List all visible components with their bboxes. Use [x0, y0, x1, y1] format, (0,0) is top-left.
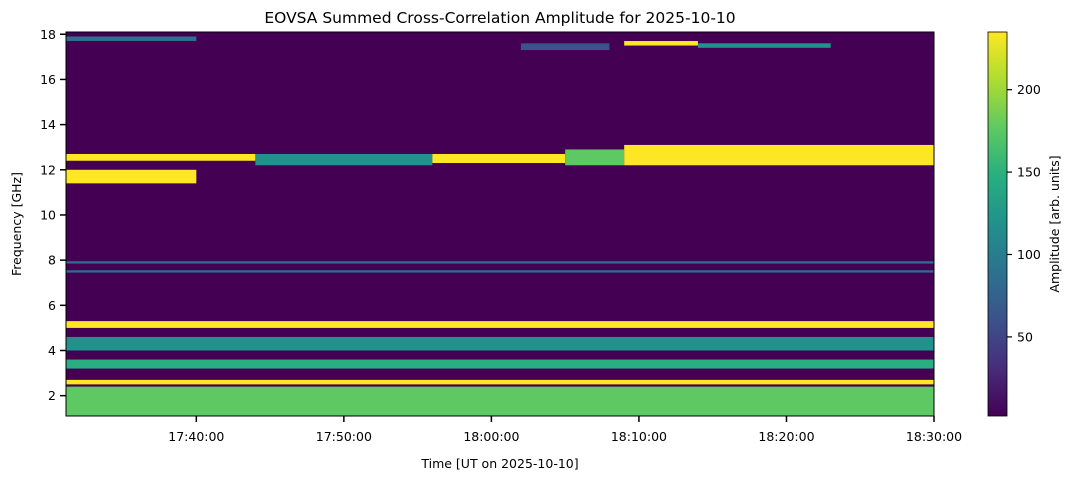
- x-axis: 17:40:00 17:50:00 18:00:00 18:10:00 18:20:00…: [168, 416, 962, 444]
- y-tick-label: 18: [40, 27, 56, 42]
- heatmap-band: [520, 43, 610, 51]
- colorbar-label: Amplitude [arb. units]: [1047, 155, 1062, 292]
- heatmap-band: [66, 36, 197, 42]
- y-tick-label: 16: [40, 72, 56, 87]
- y-tick-label: 4: [48, 343, 56, 358]
- colorbar-tick-label: 200: [1017, 82, 1041, 97]
- colorbar: [987, 31, 1008, 417]
- colorbar-tick-label: 150: [1017, 165, 1041, 180]
- heatmap-band: [66, 336, 934, 351]
- y-tick-label: 8: [48, 253, 56, 268]
- heatmap-band: [624, 41, 698, 46]
- colorbar-tick-label: 100: [1017, 247, 1041, 262]
- y-axis: 2 4 6 8 10 12 14 16 18: [40, 27, 66, 403]
- colorbar-tick-label: 50: [1017, 329, 1033, 344]
- colorbar-axis: 50 100 150 200: [1007, 82, 1041, 344]
- y-tick-label: 10: [40, 207, 56, 222]
- heatmap-band: [66, 321, 934, 328]
- heatmap-layer: [66, 32, 934, 416]
- heatmap-band: [66, 261, 934, 264]
- y-tick-label: 12: [40, 162, 56, 177]
- heatmap-band: [66, 359, 934, 369]
- x-tick-label: 18:00:00: [463, 429, 519, 444]
- y-tick-label: 14: [40, 117, 56, 132]
- heatmap-band: [66, 169, 197, 184]
- y-axis-label: Frequency [GHz]: [9, 172, 24, 276]
- y-tick-label: 6: [48, 298, 56, 313]
- x-tick-label: 18:20:00: [758, 429, 814, 444]
- heatmap-band: [697, 43, 831, 48]
- chart-title: EOVSA Summed Cross-Correlation Amplitude…: [264, 9, 735, 27]
- heatmap-band: [66, 379, 934, 385]
- heatmap-band: [432, 153, 566, 164]
- heatmap-background: [66, 32, 934, 416]
- plot-frame: [65, 31, 935, 417]
- heatmap-band: [66, 153, 256, 161]
- x-tick-label: 18:10:00: [611, 429, 667, 444]
- y-tick-label: 2: [48, 388, 56, 403]
- x-tick-label: 18:30:00: [906, 429, 962, 444]
- heatmap-band: [66, 386, 934, 416]
- heatmap-band: [565, 149, 625, 166]
- x-tick-label: 17:50:00: [316, 429, 372, 444]
- x-axis-label: Time [UT on 2025-10-10]: [420, 456, 578, 471]
- heatmap-band: [624, 144, 934, 166]
- heatmap-band: [255, 153, 433, 166]
- x-tick-label: 17:40:00: [168, 429, 224, 444]
- heatmap-band: [66, 270, 934, 273]
